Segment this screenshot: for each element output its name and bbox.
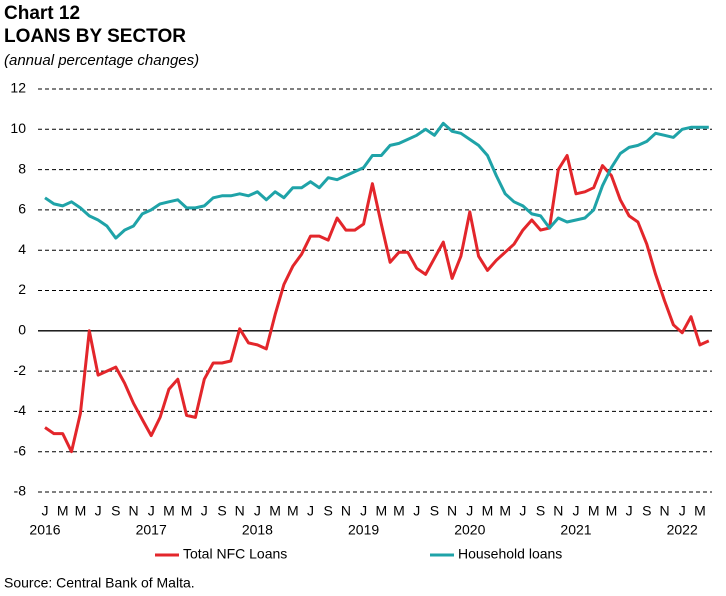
x-tick-label: N [553, 503, 563, 519]
x-tick-label: S [324, 503, 333, 519]
x-tick-label: N [128, 503, 138, 519]
x-tick-label: M [269, 503, 281, 519]
year-label: 2016 [29, 522, 60, 538]
x-tick-label: J [254, 503, 261, 519]
x-tick-label: M [482, 503, 494, 519]
x-tick-label: S [217, 503, 226, 519]
x-tick-label: J [679, 503, 686, 519]
x-tick-label: J [360, 503, 367, 519]
y-tick-label: 6 [18, 201, 26, 217]
x-tick-label: J [42, 503, 49, 519]
x-tick-label: N [235, 503, 245, 519]
y-tick-label: 0 [18, 322, 26, 338]
x-tick-label: J [307, 503, 314, 519]
x-tick-label: N [447, 503, 457, 519]
x-tick-label: S [536, 503, 545, 519]
x-tick-label: N [341, 503, 351, 519]
legend-label: Total NFC Loans [183, 546, 287, 562]
y-tick-label: -8 [14, 483, 27, 499]
y-tick-label: 2 [18, 281, 26, 297]
source-note: Source: Central Bank of Malta. [4, 575, 195, 591]
year-label: 2022 [667, 522, 698, 538]
x-tick-label: J [626, 503, 633, 519]
y-tick-label: 10 [10, 120, 26, 136]
x-tick-label: J [519, 503, 526, 519]
y-tick-label: 8 [18, 160, 26, 176]
y-tick-label: 4 [18, 241, 26, 257]
x-tick-label: M [499, 503, 511, 519]
x-tick-label: J [201, 503, 208, 519]
chart-subtitle: (annual percentage changes) [4, 52, 199, 69]
x-tick-label: J [573, 503, 580, 519]
chart-title: LOANS BY SECTOR [4, 26, 186, 47]
x-tick-label: S [111, 503, 120, 519]
x-tick-label: J [413, 503, 420, 519]
x-tick-label: M [606, 503, 618, 519]
x-tick-label: M [57, 503, 69, 519]
year-label: 2018 [242, 522, 273, 538]
year-label: 2019 [348, 522, 379, 538]
x-tick-label: M [375, 503, 387, 519]
legend-label: Household loans [458, 546, 562, 562]
x-tick-label: S [430, 503, 439, 519]
data-line [44, 121, 709, 240]
x-tick-label: J [95, 503, 102, 519]
x-tick-label: J [466, 503, 473, 519]
data-line [44, 154, 710, 454]
x-tick-label: M [393, 503, 405, 519]
x-tick-label: N [659, 503, 669, 519]
x-tick-label: M [287, 503, 299, 519]
y-tick-label: -6 [14, 442, 27, 458]
x-tick-label: M [694, 503, 706, 519]
year-label: 2021 [560, 522, 591, 538]
x-tick-label: M [588, 503, 600, 519]
y-tick-label: -4 [14, 402, 27, 418]
chart-label: Chart 12 [4, 3, 80, 24]
x-tick-label: S [642, 503, 651, 519]
x-tick-label: M [75, 503, 87, 519]
year-label: 2020 [454, 522, 485, 538]
year-label: 2017 [136, 522, 167, 538]
x-tick-label: M [163, 503, 175, 519]
x-tick-label: M [181, 503, 193, 519]
x-tick-label: J [148, 503, 155, 519]
y-tick-label: -2 [14, 362, 27, 378]
y-tick-label: 12 [10, 80, 26, 96]
